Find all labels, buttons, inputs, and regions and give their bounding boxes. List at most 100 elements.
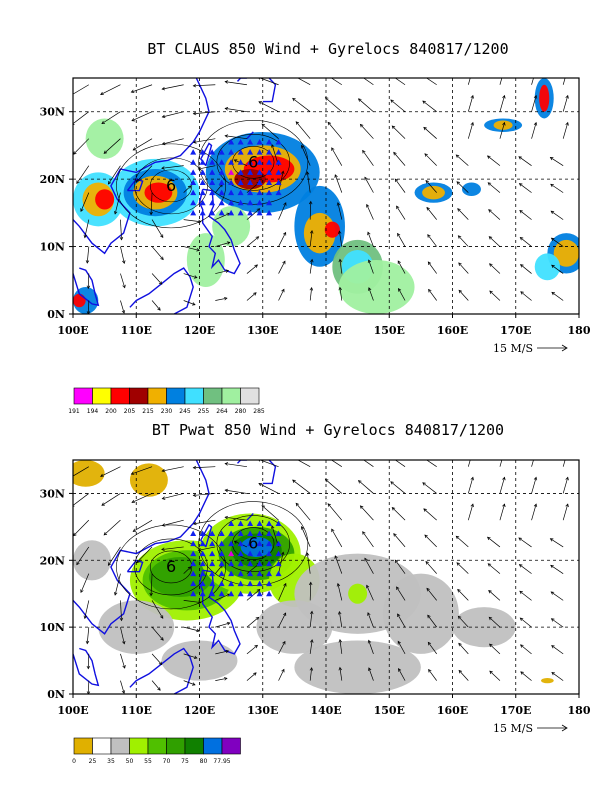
wind-vector-head bbox=[398, 668, 402, 672]
wind-vector-head bbox=[533, 503, 538, 508]
wind-vector-head bbox=[160, 615, 164, 619]
wind-vector bbox=[215, 622, 230, 628]
gyre-marker bbox=[199, 159, 206, 165]
wind-vector-head bbox=[131, 499, 136, 504]
wind-vector bbox=[467, 460, 471, 467]
coastline bbox=[246, 131, 254, 140]
wind-vector-head bbox=[308, 581, 313, 586]
wind-vector bbox=[215, 677, 228, 681]
gyre-marker bbox=[266, 169, 273, 175]
wind-vector-head bbox=[305, 552, 310, 556]
wind-vector bbox=[114, 573, 121, 596]
wind-vector bbox=[278, 289, 285, 301]
wind-vector bbox=[368, 287, 374, 301]
wind-vector bbox=[162, 84, 184, 90]
wind-vector-head bbox=[224, 462, 229, 466]
wind-vector bbox=[394, 559, 406, 574]
wind-vector-head bbox=[226, 241, 231, 245]
wind-vector-head bbox=[533, 94, 538, 99]
wind-vector-head bbox=[424, 534, 428, 539]
wind-vector bbox=[520, 617, 532, 628]
wind-vector bbox=[331, 528, 343, 548]
wind-vector bbox=[458, 643, 469, 655]
wind-vector bbox=[120, 273, 126, 288]
wind-vector-head bbox=[396, 586, 400, 590]
wind-vector-head bbox=[359, 505, 364, 509]
wind-vector-head bbox=[253, 292, 257, 296]
wind-vector bbox=[301, 526, 311, 548]
wind-vector bbox=[80, 573, 90, 593]
colorbar-label: 264 bbox=[216, 408, 228, 415]
wind-vector bbox=[215, 183, 223, 193]
wind-vector bbox=[246, 264, 258, 274]
wind-vector bbox=[292, 98, 311, 112]
wind-vector bbox=[551, 237, 564, 247]
wind-vector bbox=[246, 208, 260, 220]
wind-vector bbox=[132, 519, 153, 532]
wind-vector-head bbox=[136, 559, 140, 564]
gyre-marker bbox=[228, 550, 235, 557]
gyre-marker bbox=[218, 159, 225, 165]
wind-vector bbox=[551, 292, 564, 301]
wind-vector-head bbox=[422, 482, 426, 486]
gyre-marker bbox=[209, 560, 216, 567]
wind-vector-head bbox=[157, 687, 161, 691]
gyre-marker bbox=[209, 159, 216, 165]
wind-vector-head bbox=[107, 562, 112, 566]
wind-vector-head bbox=[488, 589, 492, 594]
wind-vector-head bbox=[565, 503, 569, 508]
wind-vector bbox=[151, 219, 164, 238]
wind-vector-head bbox=[338, 666, 342, 671]
gyre-marker bbox=[256, 189, 263, 196]
wind-vector bbox=[183, 185, 192, 193]
wind-vector-head bbox=[471, 69, 474, 72]
wind-vector-head bbox=[362, 149, 366, 154]
gyre-marker bbox=[247, 550, 254, 557]
wind-vector-head bbox=[223, 296, 228, 301]
wind-vector bbox=[162, 466, 184, 472]
wind-vector-head bbox=[281, 170, 285, 175]
wind-vector-head bbox=[390, 456, 393, 459]
wind-vector bbox=[364, 177, 374, 193]
wind-vector-head bbox=[160, 234, 164, 239]
wind-vector-head bbox=[281, 288, 285, 293]
wind-vector bbox=[183, 219, 201, 223]
wind-vector bbox=[183, 680, 196, 686]
wind-vector-head bbox=[457, 208, 461, 212]
wind-vector bbox=[531, 78, 534, 85]
wind-vector bbox=[562, 78, 566, 85]
gyre-marker bbox=[209, 189, 216, 196]
wind-vector bbox=[131, 493, 153, 503]
wind-vector-head bbox=[224, 134, 229, 138]
wind-vector bbox=[531, 460, 534, 467]
colorbar-swatch bbox=[110, 387, 130, 405]
shading-cell bbox=[85, 118, 124, 159]
gyre-marker bbox=[237, 580, 244, 587]
coastline bbox=[129, 267, 194, 314]
colorbar-label: 77.95 bbox=[213, 758, 230, 765]
wind-vector bbox=[151, 626, 164, 641]
wind-vector bbox=[551, 264, 564, 274]
gyre-marker bbox=[218, 570, 225, 577]
wind-vector-head bbox=[130, 471, 135, 475]
gyre-marker bbox=[228, 139, 235, 145]
wind-vector bbox=[426, 460, 437, 467]
wind-vector-head bbox=[502, 121, 506, 126]
wind-vector bbox=[423, 127, 437, 139]
colorbar-label: 25 bbox=[89, 758, 97, 765]
wind-vector bbox=[100, 466, 121, 477]
gyre-marker bbox=[256, 530, 263, 537]
wind-vector bbox=[278, 202, 287, 220]
wind-vector bbox=[550, 564, 564, 574]
wind-vector-head bbox=[520, 644, 524, 648]
wind-vector-head bbox=[489, 670, 493, 675]
wind-vector bbox=[396, 586, 406, 601]
gyre-marker bbox=[275, 159, 282, 165]
gyre-marker bbox=[237, 520, 244, 527]
wind-vector-head bbox=[471, 451, 474, 454]
wind-vector-head bbox=[121, 690, 126, 694]
wind-vector-head bbox=[261, 505, 266, 509]
wind-vector bbox=[151, 273, 163, 285]
x-tick-label: 150E bbox=[374, 324, 405, 337]
wind-vector-head bbox=[324, 73, 327, 76]
